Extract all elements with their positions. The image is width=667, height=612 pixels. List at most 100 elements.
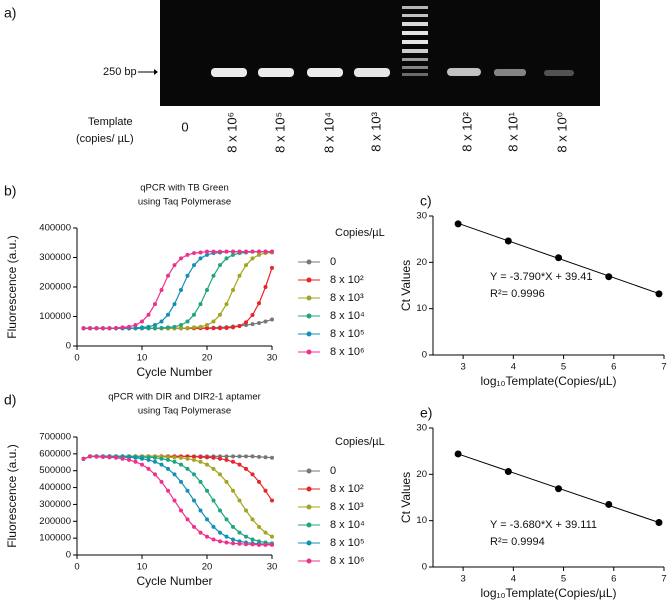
lane-label: 8 x 10⁰: [554, 112, 569, 153]
data-point: [224, 249, 229, 254]
data-point: [270, 534, 274, 539]
arrow-head: [154, 69, 158, 75]
legend-marker: [306, 468, 312, 474]
data-point: [198, 256, 203, 261]
data-point: [231, 287, 235, 292]
y-tick-label: 500000: [39, 465, 71, 476]
data-point: [270, 249, 274, 254]
data-point: [107, 455, 112, 460]
data-point: [133, 326, 138, 331]
legend-marker: [306, 313, 312, 319]
data-point: [224, 326, 229, 331]
chart-title: using Taq Polymerase: [138, 406, 231, 417]
data-point: [250, 542, 255, 547]
x-tick-label: 7: [661, 362, 666, 373]
data-point: [555, 485, 563, 493]
r-squared: R²= 0.9996: [490, 288, 545, 300]
y-tick-label: 700000: [39, 432, 71, 443]
y-tick-label: 300000: [39, 499, 71, 510]
chart-title: qPCR with DIR and DIR2-1 aptamer: [108, 392, 261, 403]
data-point: [172, 455, 177, 460]
y-axis-label: Fluorescence (a.u.): [5, 235, 19, 338]
data-point: [655, 290, 663, 298]
data-point: [605, 273, 613, 281]
data-point: [127, 324, 131, 329]
data-point: [205, 534, 209, 539]
data-point: [257, 479, 261, 484]
data-point: [250, 517, 255, 522]
data-point: [270, 455, 274, 460]
data-point: [231, 249, 235, 254]
data-point: [244, 508, 248, 513]
x-tick-label: 30: [267, 562, 278, 573]
data-point: [250, 322, 255, 327]
data-point: [263, 319, 268, 324]
data-point: [140, 319, 144, 324]
legend-marker: [306, 295, 312, 301]
data-point: [153, 459, 157, 464]
legend-label: 8 x 10⁶: [330, 555, 365, 567]
gel-bands: [211, 68, 574, 77]
data-point: [205, 326, 209, 331]
x-axis-label: log₁₀Template(Copies/µL): [480, 374, 616, 388]
legend-marker: [306, 540, 312, 546]
data-point: [231, 488, 235, 493]
panel-label: c): [420, 193, 432, 209]
data-point: [237, 541, 242, 546]
data-point: [231, 454, 235, 459]
data-point: [244, 320, 248, 325]
data-point: [244, 454, 248, 459]
series-line: [83, 455, 272, 546]
y-tick-label: 0: [66, 550, 71, 561]
series-line: [83, 251, 272, 329]
panel-label: e): [420, 405, 432, 421]
data-point: [211, 249, 216, 254]
data-point: [257, 301, 261, 306]
data-point: [250, 537, 255, 542]
series-line: [83, 251, 273, 329]
x-axis-label: Cycle Number: [136, 574, 212, 588]
data-point: [172, 263, 177, 268]
y-tick-label: 600000: [39, 448, 71, 459]
legend-marker: [306, 277, 312, 283]
data-point: [504, 468, 512, 476]
y-tick-label: 0: [422, 350, 427, 361]
data-point: [211, 326, 216, 331]
y-axis-label: Ct Values: [399, 472, 413, 523]
data-point: [153, 472, 157, 477]
data-point: [454, 450, 462, 458]
x-tick-label: 4: [511, 362, 516, 373]
data-point: [153, 326, 157, 331]
legend-marker: [306, 259, 312, 265]
legend-label: 0: [330, 256, 336, 268]
lane-label: 8 x 10⁶: [224, 112, 239, 153]
data-point: [205, 462, 209, 467]
data-point: [159, 479, 164, 484]
legend-label: 8 x 10²: [330, 483, 364, 495]
data-point: [94, 326, 99, 331]
chart-title: qPCR with TB Green: [140, 183, 229, 194]
panel-label: d): [4, 392, 16, 408]
data-point: [211, 524, 216, 529]
y-tick-label: 10: [416, 303, 427, 314]
panel-label: a): [4, 5, 16, 21]
legend-label: 8 x 10³: [330, 292, 364, 304]
data-point: [133, 323, 138, 328]
data-point: [192, 454, 196, 459]
equation: Y = -3.680*X + 39.111: [490, 519, 597, 531]
data-point: [211, 455, 216, 460]
lane-label: 8 x 10⁵: [272, 112, 287, 153]
data-point: [192, 457, 196, 462]
gel-image: [160, 0, 600, 106]
data-point: [179, 326, 183, 331]
data-point: [224, 256, 229, 261]
data-point: [237, 273, 242, 278]
gel-panel: a) 250 bp Template (copies/ µL) 0 8 x 10…: [4, 0, 600, 153]
r-squared: R²= 0.9994: [490, 536, 545, 548]
y-tick-label: 20: [416, 469, 427, 480]
data-point: [218, 508, 222, 513]
x-tick-label: 5: [561, 574, 566, 585]
data-point: [159, 319, 164, 324]
data-point: [270, 542, 274, 547]
